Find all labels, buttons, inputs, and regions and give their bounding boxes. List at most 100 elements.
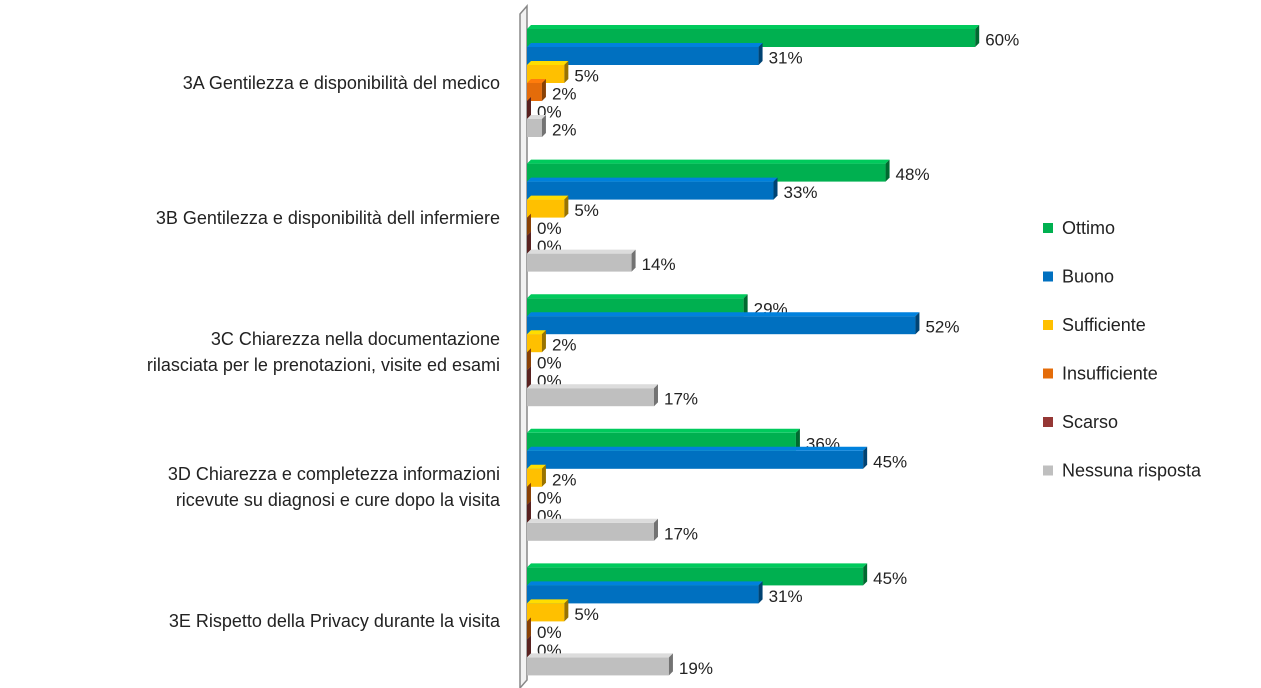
data-label: 31% [769, 587, 803, 606]
bar-top [527, 61, 569, 65]
bar [527, 334, 542, 353]
bar-side [564, 599, 569, 622]
bar-side [631, 249, 636, 272]
data-label: 2% [552, 84, 577, 103]
bar [527, 119, 542, 137]
bar-side [527, 500, 531, 523]
legend-swatch [1043, 417, 1053, 427]
data-label: 14% [642, 255, 676, 274]
data-label: 0% [537, 488, 562, 507]
legend-label: Ottimo [1062, 218, 1115, 238]
bar [527, 522, 654, 541]
data-label: 19% [679, 659, 713, 678]
bar-side [527, 97, 531, 119]
legend-swatch [1043, 320, 1053, 330]
bar-top [527, 195, 569, 200]
data-label: 2% [552, 120, 577, 139]
bar [527, 657, 669, 676]
bar-top [527, 599, 569, 604]
bar [527, 316, 916, 335]
bar [527, 29, 976, 47]
bar-top [527, 43, 763, 47]
bar-top [527, 115, 546, 119]
data-label: 60% [985, 30, 1019, 49]
bar [527, 253, 632, 272]
bar-side [527, 348, 531, 371]
legend-label: Scarso [1062, 412, 1118, 432]
data-label: 0% [537, 219, 562, 238]
bar-top [527, 428, 800, 433]
bar-side [885, 159, 890, 182]
data-label: 17% [664, 524, 698, 543]
legend-swatch [1043, 271, 1053, 282]
bar [527, 65, 565, 83]
bar [527, 388, 654, 407]
bar-side [975, 25, 980, 47]
data-label: 31% [769, 48, 803, 67]
bar [527, 298, 744, 317]
bar-side [527, 231, 531, 254]
category-label: 3E Rispetto della Privacy durante la vis… [168, 611, 500, 632]
data-label: 2% [552, 470, 577, 489]
bar-side [527, 366, 531, 389]
bar [527, 585, 759, 604]
bar-top [527, 581, 763, 586]
category-label: 3D Chiarezza e completezza informazioni … [167, 463, 500, 510]
bar-top [527, 79, 546, 83]
category-label: 3C Chiarezza nella documentazione rilasc… [146, 329, 500, 376]
bar-top [527, 25, 980, 29]
legend-swatch [1043, 465, 1053, 476]
bar-side [541, 464, 546, 487]
bar-top [527, 563, 868, 568]
axis-wall [519, 4, 528, 688]
legend-label: Insufficiente [1062, 363, 1158, 383]
bar-side [564, 195, 569, 218]
data-label: 45% [873, 452, 907, 471]
category-label: 3A Gentilezza e disponibilità del medico [182, 73, 500, 93]
category-label: 3B Gentilezza e disponibilità dell infer… [155, 207, 500, 228]
bar-top [527, 159, 890, 164]
bar-top [527, 653, 673, 658]
legend-label: Buono [1062, 266, 1114, 286]
bar [527, 47, 759, 65]
bar [527, 450, 864, 469]
data-label: 2% [552, 336, 577, 355]
data-label: 5% [574, 201, 599, 220]
bar-top [527, 312, 920, 317]
bar [527, 432, 796, 451]
bar [527, 567, 864, 586]
bar [527, 603, 565, 622]
bar-side [527, 635, 531, 658]
bar [527, 83, 542, 101]
bar-side [863, 446, 868, 469]
data-label: 5% [574, 605, 599, 624]
data-label: 0% [537, 623, 562, 642]
bar [527, 199, 565, 218]
data-label: 17% [664, 390, 698, 409]
bar-side [795, 428, 800, 451]
legend-swatch [1043, 368, 1053, 379]
data-label: 45% [873, 569, 907, 588]
data-label: 0% [537, 354, 562, 373]
data-label: 33% [784, 183, 818, 202]
bar-side [668, 653, 673, 676]
bar-side [541, 330, 546, 353]
legend-swatch [1043, 223, 1053, 233]
bar-side [758, 43, 763, 65]
bar-top [527, 294, 748, 299]
bar-side [653, 518, 658, 541]
bar-top [527, 249, 636, 254]
bar [527, 163, 886, 182]
legend-label: Sufficiente [1062, 315, 1146, 335]
bar-top [527, 446, 868, 451]
bar [527, 181, 774, 200]
bar-side [527, 213, 531, 236]
bar-top [527, 464, 546, 469]
data-label: 52% [925, 318, 959, 337]
bar-side [564, 61, 569, 83]
bar-side [653, 384, 658, 407]
bar-side [541, 79, 546, 101]
legend-label: Nessuna risposta [1062, 460, 1202, 480]
